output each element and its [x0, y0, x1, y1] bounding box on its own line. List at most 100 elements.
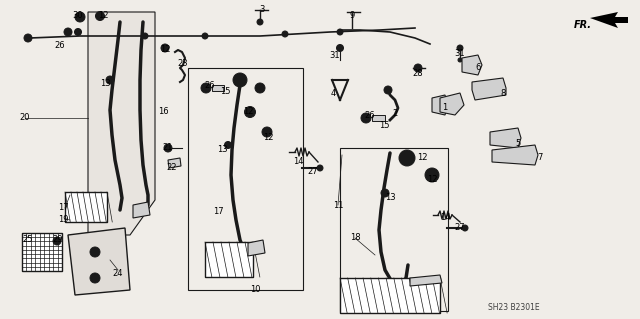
Circle shape [337, 44, 344, 51]
Text: 2: 2 [392, 108, 397, 117]
Circle shape [24, 34, 32, 42]
Circle shape [166, 146, 170, 150]
Text: 17: 17 [212, 207, 223, 217]
Bar [212, 85, 224, 91]
Bar [22, 233, 62, 271]
Circle shape [248, 109, 253, 115]
Circle shape [458, 58, 462, 62]
Text: 10: 10 [250, 286, 260, 294]
Polygon shape [68, 228, 130, 295]
Polygon shape [440, 93, 464, 115]
Text: 16: 16 [157, 108, 168, 116]
Text: 26: 26 [205, 80, 215, 90]
Text: 6: 6 [476, 63, 481, 72]
Circle shape [339, 31, 342, 33]
Polygon shape [462, 55, 482, 75]
Text: 15: 15 [220, 87, 230, 97]
Circle shape [457, 45, 463, 51]
Text: 1: 1 [442, 103, 447, 113]
Circle shape [227, 144, 230, 146]
Circle shape [204, 86, 208, 90]
Text: FR.: FR. [574, 20, 592, 30]
Circle shape [225, 142, 232, 149]
Circle shape [77, 14, 83, 19]
Circle shape [265, 130, 269, 134]
Text: 14: 14 [292, 158, 303, 167]
Circle shape [258, 86, 262, 90]
Bar [65, 192, 107, 222]
Circle shape [143, 34, 147, 38]
Circle shape [75, 12, 85, 22]
Circle shape [108, 78, 112, 82]
Circle shape [429, 172, 435, 179]
Bar [340, 278, 440, 313]
Bar [340, 148, 448, 311]
Circle shape [399, 150, 415, 166]
Text: 29: 29 [52, 235, 63, 244]
Circle shape [257, 19, 263, 25]
Text: 8: 8 [500, 88, 506, 98]
Circle shape [262, 127, 272, 137]
Circle shape [233, 73, 247, 87]
Circle shape [425, 168, 439, 182]
Text: 26: 26 [365, 110, 375, 120]
Text: 25: 25 [23, 235, 33, 244]
Circle shape [74, 28, 81, 35]
Circle shape [202, 33, 208, 39]
Circle shape [416, 66, 420, 70]
Bar [65, 192, 107, 222]
Circle shape [414, 64, 422, 72]
Text: 13: 13 [100, 78, 110, 87]
Circle shape [384, 86, 392, 94]
Circle shape [403, 154, 411, 162]
Text: 13: 13 [217, 145, 227, 154]
Text: 12: 12 [263, 133, 273, 143]
Circle shape [462, 225, 468, 231]
Text: 7: 7 [538, 153, 543, 162]
Polygon shape [168, 158, 181, 168]
Text: 12: 12 [427, 175, 437, 184]
Circle shape [106, 76, 114, 84]
Bar [188, 68, 303, 290]
Bar [205, 242, 253, 277]
Text: 31: 31 [330, 50, 340, 60]
Circle shape [337, 29, 343, 35]
Circle shape [237, 77, 243, 84]
Bar [205, 242, 253, 277]
Polygon shape [490, 128, 521, 148]
Circle shape [204, 34, 207, 38]
Circle shape [317, 165, 323, 171]
Circle shape [364, 116, 368, 120]
Bar [372, 115, 385, 121]
Text: 13: 13 [385, 194, 396, 203]
Circle shape [53, 237, 61, 245]
Circle shape [64, 28, 72, 36]
Circle shape [95, 11, 104, 20]
Text: 9: 9 [349, 11, 355, 19]
Text: 14: 14 [440, 213, 451, 222]
Polygon shape [248, 240, 265, 256]
Circle shape [255, 83, 265, 93]
Text: 27: 27 [454, 224, 465, 233]
Polygon shape [88, 12, 155, 235]
Text: 30: 30 [73, 11, 83, 20]
Circle shape [164, 144, 172, 152]
Text: 28: 28 [413, 69, 423, 78]
Text: 3: 3 [259, 5, 265, 14]
Text: 12: 12 [243, 108, 253, 116]
Text: 19: 19 [58, 214, 68, 224]
Circle shape [66, 30, 70, 34]
Circle shape [284, 33, 287, 35]
Text: 17: 17 [58, 204, 68, 212]
Text: 12: 12 [417, 153, 428, 162]
Bar [340, 278, 440, 313]
Text: 12: 12 [160, 46, 170, 55]
Text: 21: 21 [163, 144, 173, 152]
Text: 18: 18 [349, 234, 360, 242]
Polygon shape [472, 78, 506, 100]
Polygon shape [492, 145, 538, 165]
Text: 24: 24 [113, 269, 124, 278]
Text: 4: 4 [330, 88, 335, 98]
Text: 26: 26 [54, 41, 65, 49]
Circle shape [161, 44, 169, 52]
